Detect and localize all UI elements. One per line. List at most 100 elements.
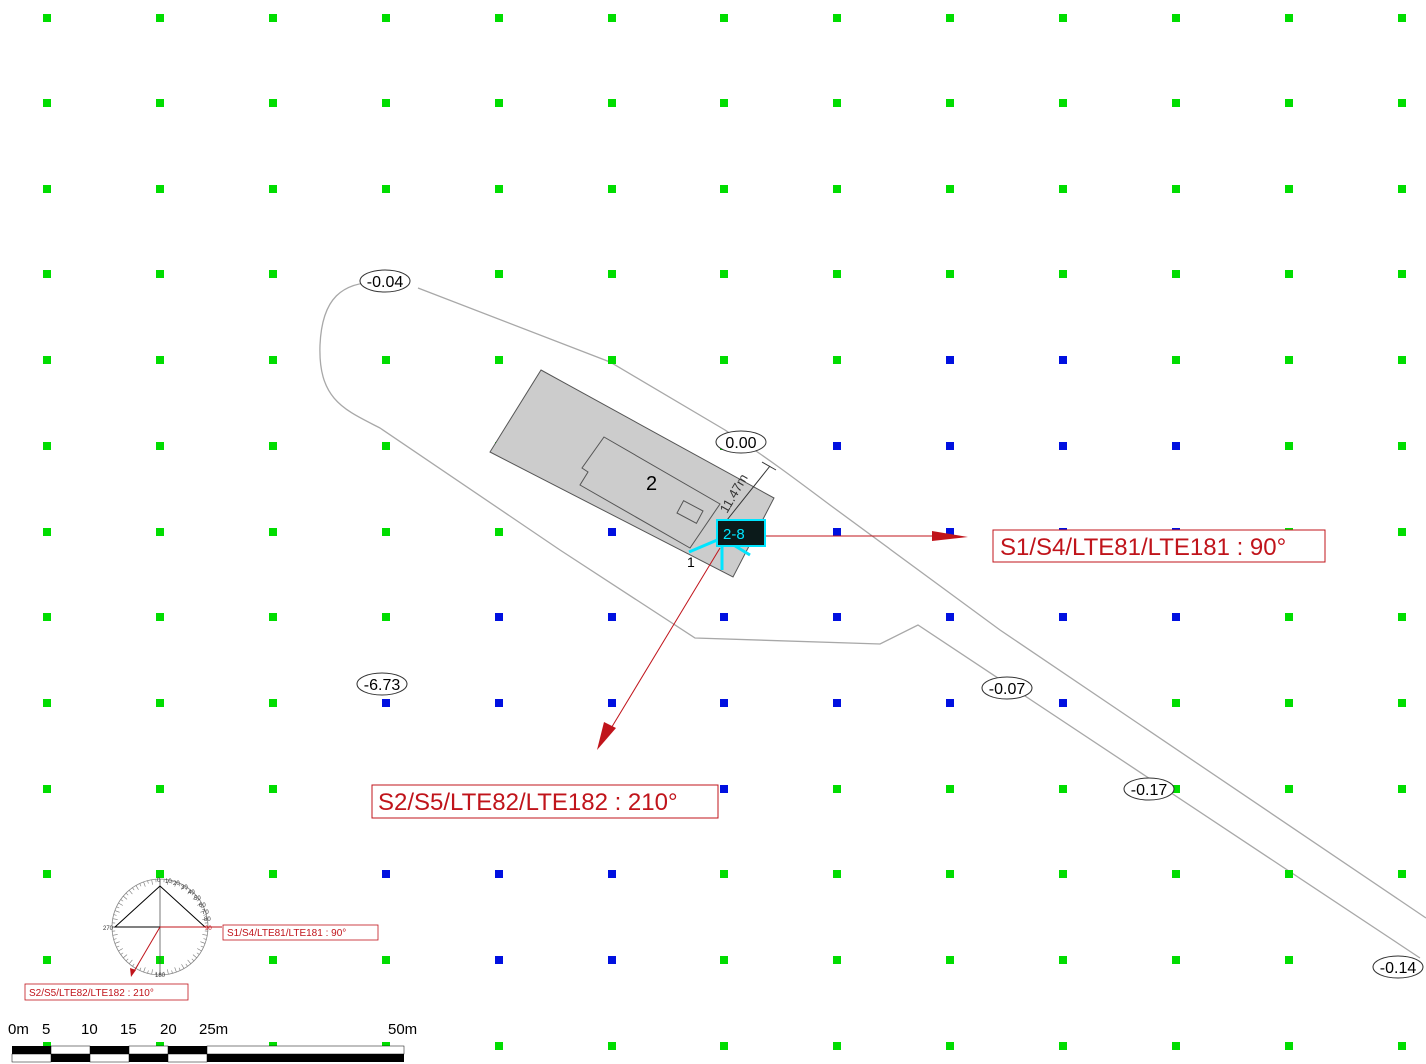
compass-tick — [187, 959, 192, 964]
compass-tick — [167, 879, 169, 885]
compass-tick — [197, 902, 202, 906]
grid-point-green — [382, 99, 390, 107]
grid-point-green — [43, 99, 51, 107]
grid-point-green — [156, 528, 164, 536]
grid-point-green — [1172, 14, 1180, 22]
compass-tick — [132, 887, 135, 891]
sector-label-s1: S1/S4/LTE81/LTE181 : 90° — [992, 529, 1326, 563]
grid-point-green — [1285, 870, 1293, 878]
compass-tick — [116, 945, 120, 948]
grid-point-green — [946, 785, 954, 793]
compass-tick — [185, 887, 188, 891]
grid-point-green — [1398, 1042, 1406, 1050]
grid-point-green — [156, 870, 164, 878]
grid-point-blue — [1059, 613, 1067, 621]
grid-point-green — [495, 1042, 503, 1050]
compass-tick-30: 30 — [181, 885, 188, 891]
grid-point-green — [1285, 956, 1293, 964]
compass-tick-180: 180 — [155, 973, 166, 979]
elevation-label-text: -0.07 — [989, 681, 1026, 698]
grid-point-green — [1398, 785, 1406, 793]
grid-point-green — [43, 613, 51, 621]
compass-tick — [112, 934, 118, 936]
elevation-label-ellipse — [1123, 777, 1175, 801]
scale-label-15: 15 — [120, 1021, 137, 1038]
grid-point-green — [43, 785, 51, 793]
grid-point-green — [1172, 356, 1180, 364]
grid-point-green — [1172, 956, 1180, 964]
site-label-box — [716, 519, 766, 547]
grid-point-blue — [1172, 442, 1180, 450]
sector-label-s2: S2/S5/LTE82/LTE182 : 210° — [371, 784, 719, 819]
sector-arrows — [597, 531, 968, 750]
grid-point-green — [495, 528, 503, 536]
grid-point-green — [1398, 99, 1406, 107]
scale-label-10: 10 — [81, 1021, 98, 1038]
grid-point-green — [1285, 1042, 1293, 1050]
compass-label-s2: S2/S5/LTE82/LTE182 : 210° — [29, 988, 154, 999]
compass-tick — [196, 952, 200, 955]
compass-tick — [135, 885, 139, 890]
grid-point-green — [156, 785, 164, 793]
grid-point-green — [1398, 870, 1406, 878]
sector-arrowhead-210 — [597, 722, 616, 750]
compass-tick-marks — [112, 879, 208, 975]
compass-tick — [120, 899, 124, 902]
compass-tick — [203, 914, 207, 916]
compass-label-s2-box — [24, 983, 189, 1001]
grid-point-green — [269, 356, 277, 364]
compass-tick-50: 50 — [194, 896, 201, 902]
site-boundary-outline — [319, 281, 1426, 959]
elevation-label: -0.04 — [359, 269, 411, 293]
grid-point-green — [43, 528, 51, 536]
scale-bar: 0m 5 10 15 20 25m 50m — [8, 1021, 417, 1063]
grid-point-green — [608, 185, 616, 193]
compass-tick — [123, 895, 128, 900]
grid-point-green — [833, 14, 841, 22]
grid-point-blue — [833, 528, 841, 536]
grid-point-blue — [382, 870, 390, 878]
elevation-label: -0.17 — [1123, 777, 1175, 801]
grid-point-green — [156, 185, 164, 193]
grid-point-green — [1059, 785, 1067, 793]
grid-point-green — [382, 442, 390, 450]
site-label: 2-8 — [723, 526, 745, 543]
grid-point-green — [833, 1042, 841, 1050]
grid-point-green — [833, 356, 841, 364]
compass-label-s1-box — [222, 924, 379, 941]
scale-segment-5-top — [168, 1046, 207, 1054]
compass-tick — [192, 954, 197, 959]
grid-point-green — [495, 99, 503, 107]
grid-point-green — [608, 1042, 616, 1050]
grid-point-blue — [608, 613, 616, 621]
grid-point-green — [1398, 442, 1406, 450]
grid-point-green — [1172, 1042, 1180, 1050]
grid-point-green — [382, 528, 390, 536]
grid-point-green — [1172, 870, 1180, 878]
elevation-label: -0.07 — [981, 676, 1033, 700]
building-footprint — [489, 369, 775, 578]
grid-point-green — [1398, 356, 1406, 364]
grid-point-green — [495, 356, 503, 364]
compass-tick-60: 60 — [199, 903, 206, 909]
elevation-label: -0.14 — [1372, 955, 1424, 979]
scale-segment-1-top — [12, 1046, 51, 1054]
sector-label-s2-box — [371, 784, 719, 819]
compass-tick — [113, 914, 117, 916]
grid-point-blue — [608, 699, 616, 707]
grid-point-blue — [495, 870, 503, 878]
compass-tick-270: 270 — [103, 926, 114, 932]
compass-tick — [139, 967, 142, 971]
grid-point-green — [269, 99, 277, 107]
grid-point-green — [1285, 699, 1293, 707]
grid-point-green — [946, 1042, 954, 1050]
grid-point-blue — [833, 699, 841, 707]
grid-point-green — [382, 956, 390, 964]
grid-point-green — [269, 870, 277, 878]
grid-point-green — [1285, 99, 1293, 107]
compass-tick — [203, 938, 207, 940]
grid-point-green — [1398, 270, 1406, 278]
grid-point-green — [495, 185, 503, 193]
elevation-label-text: -0.14 — [1380, 960, 1417, 977]
scale-segment-4-bottom — [129, 1054, 168, 1062]
